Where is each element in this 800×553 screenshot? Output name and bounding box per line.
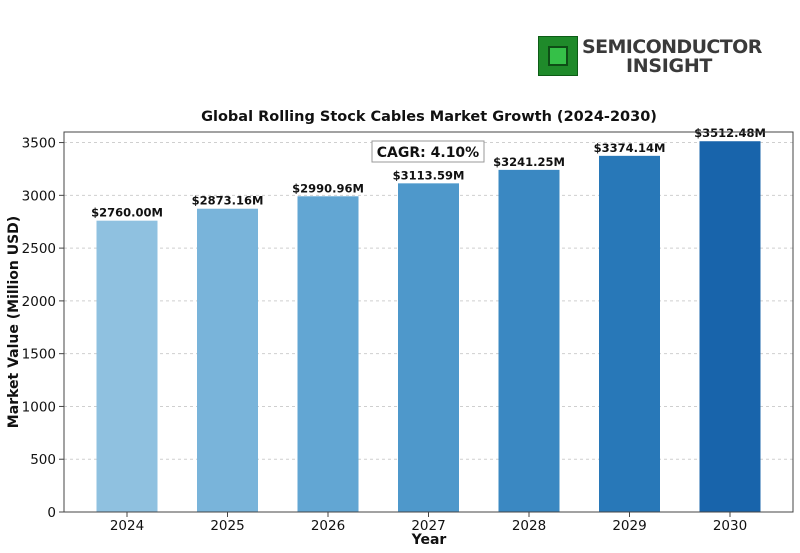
data-label-2030: $3512.48M — [694, 126, 766, 140]
data-label-2028: $3241.25M — [493, 155, 565, 169]
data-label-2026: $2990.96M — [292, 181, 364, 195]
y-tick-label: 0 — [47, 505, 56, 521]
logo-line2: INSIGHT — [626, 55, 713, 77]
x-axis-ticks: 2024 2025 2026 2027 2028 2029 2030 — [110, 512, 747, 534]
y-tick-label: 1000 — [22, 399, 56, 415]
bar-2030 — [699, 141, 761, 512]
x-tick-label-2025: 2025 — [210, 518, 244, 534]
y-axis-label: Market Value (Million USD) — [6, 216, 22, 428]
y-tick-label: 2000 — [22, 294, 56, 310]
chip-icon — [538, 36, 578, 76]
y-tick-label: 500 — [30, 452, 56, 468]
data-labels: $2760.00M $2873.16M $2990.96M $3113.59M $324… — [91, 126, 766, 219]
bar-2024 — [96, 220, 158, 512]
x-tick-label-2024: 2024 — [110, 518, 144, 534]
bar-2026 — [297, 196, 359, 513]
x-tick-label-2030: 2030 — [713, 518, 747, 534]
y-tick-label: 3500 — [22, 136, 56, 152]
y-tick-label: 1500 — [22, 347, 56, 363]
cagr-annotation: CAGR: 4.10% — [371, 140, 485, 163]
y-tick-label: 3000 — [22, 188, 56, 204]
chart-title: Global Rolling Stock Cables Market Growt… — [201, 109, 657, 125]
logo-line1: SEMICONDUCTOR — [582, 36, 762, 58]
data-label-2027: $3113.59M — [393, 168, 465, 182]
x-tick-label-2027: 2027 — [411, 518, 445, 534]
x-tick-label-2029: 2029 — [612, 518, 646, 534]
bars — [96, 141, 761, 513]
semiconductor-insight-logo: SEMICONDUCTOR INSIGHT — [538, 36, 768, 78]
x-tick-label-2028: 2028 — [512, 518, 546, 534]
x-axis-label: Year — [411, 532, 447, 548]
bar-2029 — [599, 155, 660, 513]
data-label-2025: $2873.16M — [192, 194, 264, 208]
bar-2028 — [498, 169, 560, 513]
data-label-2029: $3374.14M — [594, 141, 666, 155]
gridlines — [64, 142, 793, 460]
plot-frame — [63, 131, 794, 513]
y-tick-label: 2500 — [22, 241, 56, 257]
bar-2027 — [398, 183, 459, 513]
x-tick-label-2026: 2026 — [311, 518, 345, 534]
data-label-2024: $2760.00M — [91, 206, 163, 220]
y-axis-ticks: 0 500 1000 1500 2000 2500 3000 3500 — [22, 136, 64, 521]
cagr-label: CAGR: 4.10% — [377, 145, 479, 161]
bar-2025 — [197, 208, 258, 513]
